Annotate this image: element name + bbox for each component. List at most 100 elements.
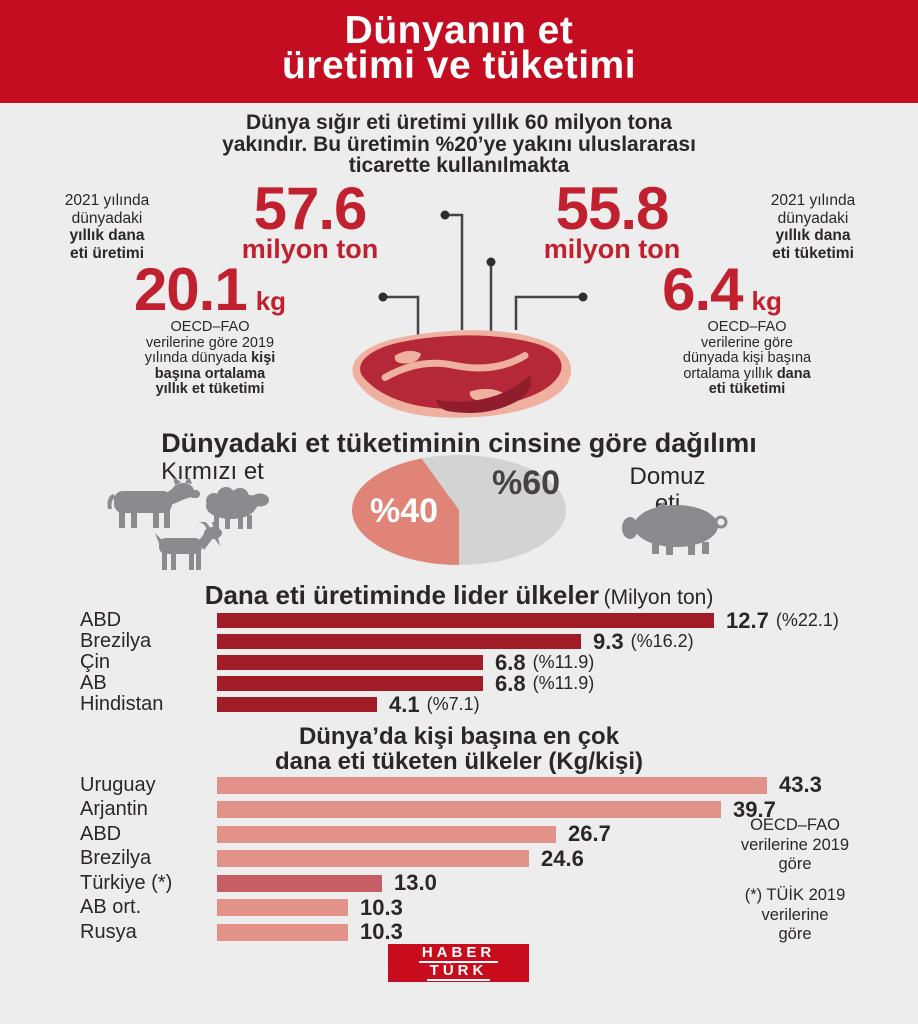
bar-label: AB	[80, 672, 107, 694]
table-row: Brezilya 9.3 (%16.2)	[80, 628, 900, 654]
label-line: eti üretimi	[69, 244, 145, 262]
bar	[217, 613, 714, 628]
bar-value: 13.0	[394, 870, 437, 896]
desc-text: kişi	[251, 350, 276, 366]
connector-lines	[378, 210, 588, 342]
note-line: (*) TÜİK 2019	[744, 886, 846, 904]
label-line: 2021 yılında	[64, 192, 150, 209]
page-title-line2: üretimi ve tüketimi	[281, 44, 637, 87]
desc-text: yılında dünyada	[144, 350, 252, 366]
note-line: verilerine 2019	[740, 835, 850, 854]
bar-value: 10.3	[360, 894, 403, 920]
table-row: ABD 12.7 (%22.1)	[80, 607, 900, 633]
bar-value: 10.3	[360, 919, 403, 945]
label-line: yıllık dana	[775, 227, 851, 244]
desc-line: yıllık et tüketimi	[155, 381, 265, 397]
table-row: AB 6.8 (%11.9)	[80, 670, 900, 696]
consumption-value: 55.8	[555, 175, 670, 242]
bar	[217, 801, 721, 819]
pig-icon	[622, 502, 728, 555]
bar	[217, 825, 556, 843]
bar-value: 43.3	[779, 772, 822, 798]
per-capita-beef-stat: 6.4 kg	[612, 260, 832, 320]
table-row: Hindistan 4.1 (%7.1)	[80, 692, 900, 717]
goat-icon	[155, 522, 222, 570]
label-line: dünyadaki	[71, 209, 143, 227]
table-row: AB ort. 10.3	[80, 894, 900, 921]
intro-line: yakındır. Bu üretimin %20’ye yakını ulus…	[222, 132, 696, 156]
note-line: OECD–FAO	[750, 816, 840, 834]
production-unit: milyon ton	[241, 234, 379, 264]
bar-label: ABD	[80, 822, 122, 845]
desc-line: OECD–FAO	[707, 319, 787, 335]
per-capita-meat-stat: 20.1 kg	[85, 260, 335, 320]
per-capita-beef-unit: kg	[751, 286, 782, 316]
bar-label: Türkiye (*)	[80, 871, 173, 894]
bar-value: 6.8	[495, 649, 526, 675]
haberturk-logo: HABER TÜRK	[388, 944, 529, 982]
chart-title-unit: (Milyon ton)	[604, 586, 714, 609]
pie-slice-60-label: %60	[491, 464, 561, 502]
chart-title-line: Dünya’da kişi başına en çok	[298, 723, 620, 750]
chart-title-text: Dana eti üretiminde lider ülkeler	[204, 580, 600, 610]
note-line: verilerine	[761, 905, 829, 924]
bar-label: Brezilya	[80, 847, 152, 870]
pie-section-title: Dünyadaki et tüketiminin cinsine göre da…	[161, 428, 757, 458]
desc-line: dünyada kişi başına	[682, 350, 812, 366]
label-line: dünyadaki	[777, 209, 849, 227]
bar-share: (%11.9)	[532, 673, 595, 693]
desc-line: verilerine göre	[701, 334, 793, 351]
label-line: 2021 yılında	[770, 192, 856, 209]
bar-label: Rusya	[80, 920, 137, 943]
bar	[217, 899, 348, 917]
bar-value: 12.7	[726, 607, 769, 633]
bar	[217, 923, 348, 941]
bar-label: Hindistan	[80, 693, 164, 715]
table-row: Çin 6.8 (%11.9)	[80, 649, 900, 675]
desc-text: ortalama yıllık	[683, 365, 777, 382]
table-row: Brezilya 24.6	[80, 845, 900, 872]
sheep-icon	[206, 487, 269, 529]
note-line: göre	[778, 855, 812, 873]
table-row: Rusya 10.3	[80, 919, 900, 945]
consumption-chart: Uruguay 43.3 Arjantin 39.7 ABD 26.7 Brez…	[80, 772, 900, 945]
production-chart: ABD 12.7 (%22.1) Brezilya 9.3 (%16.2) Çi…	[80, 607, 900, 717]
per-capita-beef-desc: OECD–FAO verilerine göre dünyada kişi ba…	[612, 319, 882, 398]
table-row: ABD 26.7	[80, 821, 900, 847]
logo-line: TÜRK	[426, 963, 491, 981]
bar-label: Arjantin	[80, 798, 148, 821]
bar-label: Çin	[80, 651, 111, 673]
bar	[217, 874, 382, 892]
bar	[217, 655, 483, 670]
intro-line: Dünya sığır eti üretimi yıllık 60 milyon…	[246, 111, 672, 134]
desc-line: OECD–FAO	[170, 319, 250, 335]
bar-value: 24.6	[541, 845, 584, 871]
intro-line: ticarette kullanılmakta	[348, 154, 570, 177]
bar-value: 6.8	[495, 670, 526, 696]
header-banner: Dünyanın et üretimi ve tüketimi	[0, 0, 918, 103]
bar	[217, 697, 377, 712]
intro-text: Dünya sığır eti üretimi yıllık 60 milyon…	[0, 112, 918, 177]
bar	[217, 634, 581, 649]
bar-share: (%16.2)	[630, 631, 694, 651]
bar-label: AB ort.	[80, 896, 142, 919]
bar-value: 39.7	[733, 796, 776, 822]
bar-share: (%11.9)	[532, 652, 595, 672]
logo-line: HABER	[418, 945, 499, 963]
consumption-unit: milyon ton	[543, 234, 681, 264]
bar-share: (%22.1)	[775, 610, 839, 630]
bar	[217, 850, 529, 868]
production-label: 2021 yılında dünyadaki yıllık dana eti ü…	[22, 192, 192, 262]
bar-value: 9.3	[593, 628, 624, 654]
source-note: OECD–FAO verilerine 2019 göre	[690, 816, 900, 875]
production-stat: 57.6 milyon ton	[190, 179, 430, 264]
desc-line: eti tüketimi	[708, 381, 786, 397]
table-row: Uruguay 43.3	[80, 772, 900, 798]
consumption-chart-title: Dünya’da kişi başına en çok dana eti tük…	[0, 724, 918, 774]
table-row: Arjantin 39.7	[80, 796, 900, 823]
per-capita-meat-desc: OECD–FAO verilerine göre 2019 yılında dü…	[75, 319, 345, 398]
cow-icon	[107, 478, 200, 528]
steak-icon	[352, 330, 571, 418]
per-capita-meat-value: 20.1	[133, 256, 248, 323]
